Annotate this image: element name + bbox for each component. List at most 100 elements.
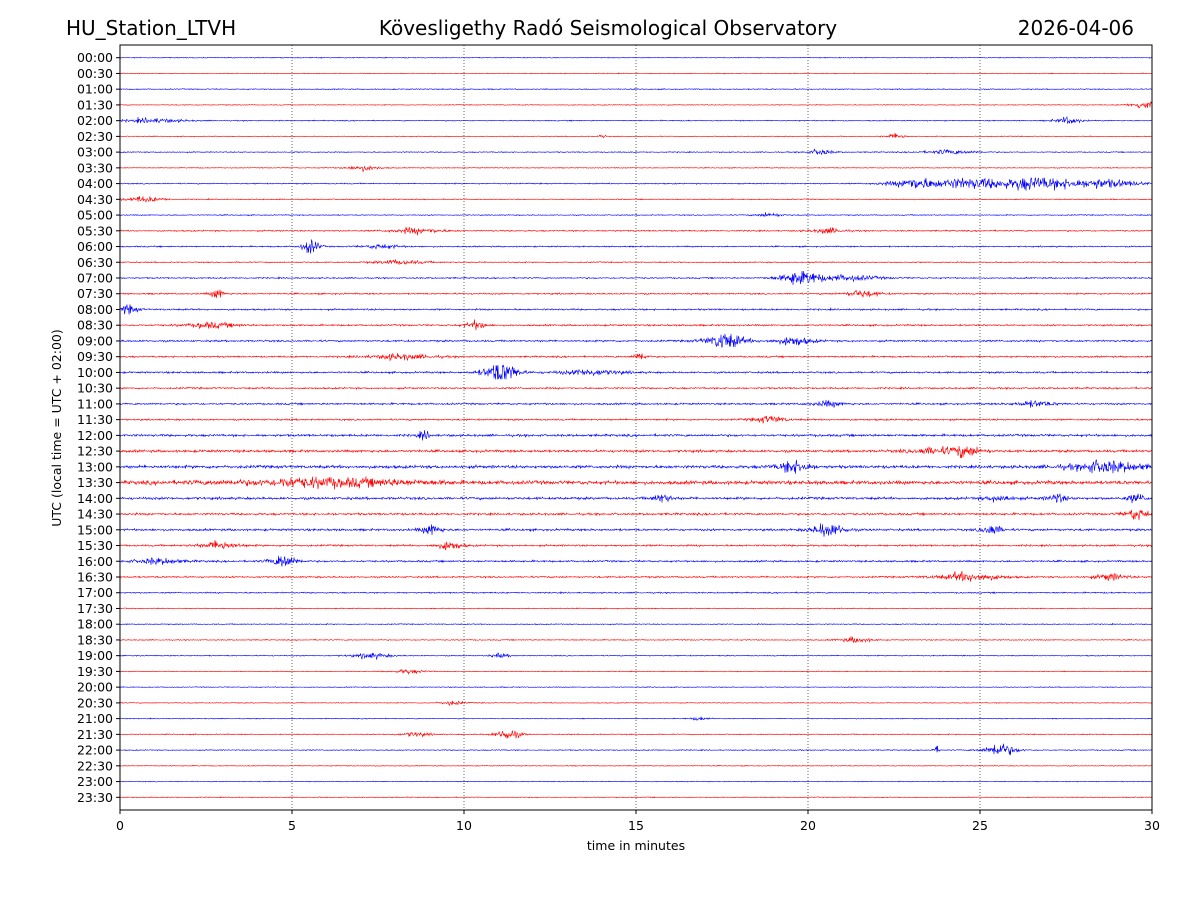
trace-1630 xyxy=(119,570,1153,582)
y-tick-label: 19:00 xyxy=(77,648,113,663)
x-axis-label: time in minutes xyxy=(587,838,685,853)
trace-1530 xyxy=(119,540,1153,551)
y-tick-label: 02:30 xyxy=(77,129,113,144)
trace-1730 xyxy=(119,607,1153,610)
y-tick-label: 04:30 xyxy=(77,192,113,207)
y-tick-label: 03:00 xyxy=(77,145,113,160)
y-tick-label: 13:30 xyxy=(77,475,113,490)
trace-1900 xyxy=(119,652,1153,661)
trace-0630 xyxy=(119,259,1153,265)
y-tick-label: 21:00 xyxy=(77,711,113,726)
trace-1200 xyxy=(119,430,1153,441)
trace-1300 xyxy=(119,459,1153,474)
y-tick-label: 23:30 xyxy=(77,790,113,805)
y-tick-label: 18:00 xyxy=(77,617,113,632)
trace-0230 xyxy=(119,132,1153,139)
trace-1330 xyxy=(119,476,1153,490)
trace-0400 xyxy=(119,177,1153,191)
x-tick-label: 20 xyxy=(800,818,816,833)
y-tick-label: 20:30 xyxy=(77,695,113,710)
station-title: HU_Station_LTVH xyxy=(66,16,237,40)
x-tick-label: 25 xyxy=(972,818,988,833)
y-tick-label: 01:00 xyxy=(77,82,113,97)
y-tick-label: 22:00 xyxy=(77,743,113,758)
y-tick-label: 18:30 xyxy=(77,632,113,647)
trace-0130 xyxy=(119,101,1153,109)
y-tick-label: 01:30 xyxy=(77,97,113,112)
trace-0700 xyxy=(119,270,1153,286)
y-tick-label: 07:30 xyxy=(77,286,113,301)
y-tick-label: 10:00 xyxy=(77,365,113,380)
y-tick-label: 22:30 xyxy=(77,758,113,773)
y-tick-label: 12:30 xyxy=(77,444,113,459)
trace-1500 xyxy=(119,523,1153,537)
trace-1030 xyxy=(119,385,1153,391)
y-axis-label: UTC (local time = UTC + 02:00) xyxy=(49,329,64,527)
trace-2230 xyxy=(119,764,1153,767)
trace-0300 xyxy=(119,148,1153,156)
y-tick-label: 19:30 xyxy=(77,664,113,679)
y-tick-label: 17:00 xyxy=(77,585,113,600)
y-tick-label: 14:00 xyxy=(77,491,113,506)
y-tick-label: 21:30 xyxy=(77,727,113,742)
y-tick-label: 20:00 xyxy=(77,680,113,695)
y-tick-label: 15:00 xyxy=(77,522,113,537)
trace-0730 xyxy=(119,289,1153,298)
trace-0800 xyxy=(119,304,1153,315)
trace-0200 xyxy=(119,116,1153,125)
trace-0100 xyxy=(119,88,1153,91)
y-tick-label: 02:00 xyxy=(77,113,113,128)
y-tick-label: 08:00 xyxy=(77,302,113,317)
trace-2330 xyxy=(119,796,1153,799)
y-tick-label: 07:00 xyxy=(77,271,113,286)
trace-2300 xyxy=(119,780,1153,783)
trace-1000 xyxy=(119,364,1153,380)
trace-0900 xyxy=(119,333,1153,348)
trace-1930 xyxy=(119,669,1153,676)
trace-0930 xyxy=(119,352,1153,362)
y-tick-label: 09:00 xyxy=(77,333,113,348)
y-tick-label: 06:00 xyxy=(77,239,113,254)
y-tick-label: 09:30 xyxy=(77,349,113,364)
x-tick-label: 30 xyxy=(1144,818,1160,833)
observatory-title: Kövesligethy Radó Seismological Observat… xyxy=(378,16,838,40)
x-tick-label: 10 xyxy=(456,818,472,833)
trace-1430 xyxy=(119,509,1153,521)
trace-1800 xyxy=(119,622,1153,626)
trace-2030 xyxy=(119,700,1153,706)
trace-2200 xyxy=(119,743,1153,756)
y-tick-label: 23:00 xyxy=(77,774,113,789)
trace-1100 xyxy=(119,399,1153,409)
y-tick-label: 14:30 xyxy=(77,507,113,522)
trace-0600 xyxy=(119,239,1153,254)
y-tick-label: 05:30 xyxy=(77,223,113,238)
trace-1400 xyxy=(119,493,1153,504)
y-tick-label: 00:30 xyxy=(77,66,113,81)
x-tick-label: 0 xyxy=(116,818,124,833)
y-tick-label: 00:00 xyxy=(77,50,113,65)
y-tick-label: 16:00 xyxy=(77,554,113,569)
y-tick-label: 08:30 xyxy=(77,318,113,333)
trace-1830 xyxy=(119,636,1153,644)
x-tick-label: 5 xyxy=(288,818,296,833)
x-tick-label: 15 xyxy=(628,818,644,833)
y-tick-label: 04:00 xyxy=(77,176,113,191)
trace-0530 xyxy=(119,226,1153,236)
trace-0430 xyxy=(119,196,1153,203)
y-tick-label: 17:30 xyxy=(77,601,113,616)
y-tick-label: 11:00 xyxy=(77,396,113,411)
date-title: 2026-04-06 xyxy=(1017,16,1134,40)
y-tick-label: 13:00 xyxy=(77,459,113,474)
trace-1130 xyxy=(119,415,1153,424)
trace-0500 xyxy=(119,212,1153,218)
trace-1700 xyxy=(119,590,1153,595)
trace-2100 xyxy=(119,716,1153,721)
trace-1600 xyxy=(119,555,1153,567)
trace-0000 xyxy=(119,56,1153,59)
y-tick-label: 10:30 xyxy=(77,381,113,396)
trace-0030 xyxy=(119,72,1153,75)
y-tick-label: 15:30 xyxy=(77,538,113,553)
y-tick-label: 12:00 xyxy=(77,428,113,443)
y-tick-label: 11:30 xyxy=(77,412,113,427)
